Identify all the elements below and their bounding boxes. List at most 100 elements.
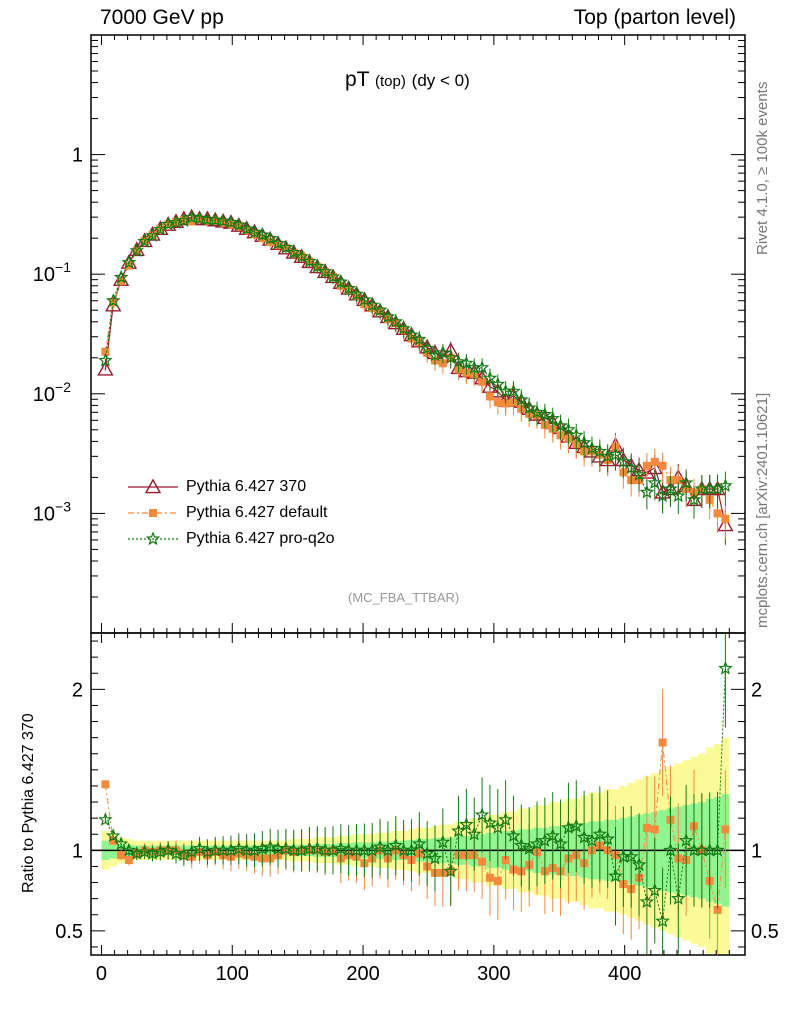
ratio-plot-border (90, 632, 746, 956)
legend-marker (144, 478, 162, 494)
data-point (642, 461, 651, 470)
data-point (247, 224, 262, 239)
ratio-point (364, 842, 380, 857)
data-point (184, 209, 199, 224)
x-tick-label: 200 (346, 963, 379, 985)
ratio-point (412, 836, 427, 851)
data-point (561, 422, 576, 437)
y-tick-label: 10−3 (33, 498, 71, 525)
ratio-point (482, 815, 498, 830)
main-plot-frame: 10−3 10−2 10−1 1 (33, 34, 746, 634)
data-point (545, 410, 560, 425)
ratio-point (372, 839, 388, 854)
plot-title: pT (top) (dy < 0) (345, 68, 470, 92)
data-point (192, 210, 207, 225)
ratio-point (658, 738, 667, 747)
ratio-point (655, 913, 670, 928)
ratio-point (278, 841, 294, 855)
legend-label-370: Pythia 6.427 370 (186, 478, 307, 495)
ratio-point (435, 834, 451, 849)
data-point (713, 509, 722, 518)
ratio-point (569, 818, 584, 833)
data-point (317, 264, 333, 278)
y-tick-label: 1 (72, 145, 83, 167)
data-point (208, 212, 223, 227)
series-line-2 (104, 216, 726, 501)
legend (128, 478, 178, 546)
legend-label-pro-q2o: Pythia 6.427 pro-q2o (186, 530, 335, 547)
plot-title-cond: (dy < 0) (411, 71, 470, 90)
y-tick-label: 10−2 (33, 379, 71, 406)
data-point (514, 392, 529, 407)
data-point (388, 314, 404, 328)
data-point (101, 347, 110, 356)
ratio-point (506, 828, 521, 843)
data-point (325, 269, 341, 284)
x-tick-label: 400 (608, 963, 641, 985)
data-point (647, 475, 663, 490)
data-point (474, 360, 490, 374)
ratio-point (493, 876, 502, 885)
data-point (658, 461, 667, 470)
ratio-point (121, 842, 137, 857)
ratio-point (137, 844, 152, 859)
data-point (310, 258, 325, 273)
data-point (98, 352, 113, 367)
ratio-point (608, 868, 623, 883)
ratio-y-tick-label: 1 (751, 840, 762, 862)
ratio-point (498, 812, 513, 826)
ratio-point (184, 844, 199, 859)
data-point (721, 514, 730, 523)
data-point (215, 213, 231, 228)
ratio-point (501, 856, 510, 865)
data-point (176, 213, 192, 227)
data-point (255, 227, 270, 242)
data-point (404, 327, 419, 342)
data-point (686, 492, 702, 506)
data-point (380, 309, 396, 324)
ratio-point (639, 894, 655, 909)
data-point (121, 254, 137, 269)
data-point (537, 406, 553, 421)
data-point (294, 249, 309, 263)
series-line-1 (104, 218, 726, 520)
ratio-point (459, 816, 474, 831)
data-point (364, 297, 380, 312)
ratio-point (160, 842, 176, 857)
data-point (419, 340, 435, 355)
ratio-point (466, 826, 482, 841)
ratio-point (529, 836, 545, 851)
data-point (333, 274, 349, 289)
ratio-point (553, 836, 568, 851)
ratio-point (623, 849, 639, 863)
x-tick-label: 100 (216, 963, 249, 985)
ratio-point (443, 863, 458, 878)
y-tick-exponent: −1 (55, 259, 71, 275)
data-point (396, 321, 411, 335)
data-point (608, 446, 623, 461)
data-point (493, 398, 502, 407)
x-tick-label: 0 (96, 963, 107, 985)
ratio-point (650, 825, 659, 834)
ratio-point (713, 905, 722, 914)
main-plot-border (90, 34, 746, 634)
analysis-tag: (MC_FBA_TTBAR) (348, 590, 460, 605)
data-point (674, 476, 683, 485)
ratio-point (576, 829, 592, 844)
data-point (553, 418, 568, 433)
legend-marker (145, 531, 161, 546)
ratio-line-1 (104, 668, 726, 922)
ratio-point (642, 823, 651, 832)
data-point (616, 454, 631, 469)
data-point (239, 221, 254, 236)
ratio-y-tick-label: 1 (72, 840, 83, 862)
ratio-point (427, 850, 443, 865)
data-point (521, 400, 537, 415)
ratio-point (109, 836, 118, 845)
data-point (109, 298, 118, 307)
data-point (341, 280, 356, 295)
data-point (529, 404, 545, 419)
ratio-point (490, 820, 506, 835)
legend-marker (149, 509, 157, 517)
ratio-point (478, 857, 487, 866)
